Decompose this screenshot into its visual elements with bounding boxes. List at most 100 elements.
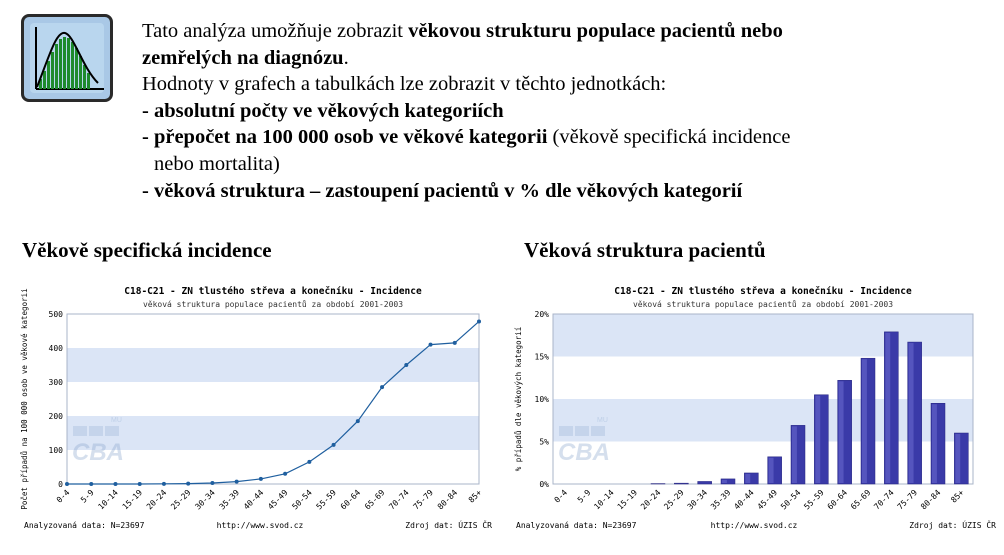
y-tick-label: 500 bbox=[49, 310, 64, 319]
x-tick-label: 75-79 bbox=[896, 488, 920, 512]
watermark-small: MU bbox=[597, 417, 608, 424]
bar-highlight bbox=[908, 343, 914, 483]
x-tick-label: 20-24 bbox=[145, 488, 169, 512]
y-axis-label: Počet případů na 100 000 osob ve věkové … bbox=[20, 288, 29, 509]
y-tick-label: 0 bbox=[58, 480, 63, 489]
x-tick-label: 0-4 bbox=[552, 488, 569, 505]
data-point bbox=[404, 363, 409, 367]
x-tick-label: 10-14 bbox=[96, 488, 120, 512]
grid-band bbox=[67, 416, 479, 450]
footer-source: Zdroj dat: ÚZIS ČR bbox=[405, 519, 492, 530]
y-tick-label: 0% bbox=[539, 480, 549, 489]
x-tick-label: 80-84 bbox=[436, 488, 460, 512]
x-tick-label: 15-19 bbox=[616, 488, 640, 512]
x-tick-label: 85+ bbox=[467, 488, 484, 505]
bar bbox=[674, 482, 689, 485]
bar-highlight bbox=[815, 395, 821, 483]
x-tick-label: 25-29 bbox=[169, 488, 193, 512]
watermark-block bbox=[89, 426, 103, 436]
x-tick-label: 10-14 bbox=[592, 488, 616, 512]
x-tick-label: 40-44 bbox=[242, 488, 266, 512]
x-tick-label: 25-29 bbox=[662, 488, 686, 512]
x-tick-label: 30-34 bbox=[686, 488, 710, 512]
unit-item-per-100k: - přepočet na 100 000 osob ve věkové kat… bbox=[142, 126, 548, 149]
left-section-title: Věkově specifická incidence bbox=[22, 238, 272, 262]
x-tick-label: 45-49 bbox=[756, 488, 780, 512]
incidence-line-chart: C18-C21 - ZN tlustého střeva a konečníku… bbox=[20, 286, 492, 530]
x-tick-label: 60-64 bbox=[826, 488, 850, 512]
watermark-block bbox=[105, 426, 119, 436]
intro-line2-plain: . bbox=[343, 46, 349, 69]
footer-data-count: Analyzovaná data: N=23697 bbox=[24, 521, 145, 530]
footer-url: http://www.svod.cz bbox=[217, 521, 304, 530]
watermark-logo: CBA MU bbox=[558, 417, 610, 466]
intro-line1-plain: Tato analýza umožňuje zobrazit bbox=[142, 20, 409, 42]
x-tick-label: 35-39 bbox=[709, 488, 733, 512]
grid-band bbox=[67, 348, 479, 382]
data-point bbox=[89, 482, 94, 486]
x-tick-label: 55-59 bbox=[315, 488, 339, 512]
y-tick-label: 5% bbox=[539, 438, 549, 447]
data-point bbox=[307, 459, 312, 464]
data-point bbox=[113, 482, 118, 486]
x-tick-label: 70-74 bbox=[872, 488, 896, 512]
data-point bbox=[283, 471, 288, 476]
data-point bbox=[331, 442, 336, 447]
analysis-icon bbox=[21, 14, 113, 102]
intro-line1-bold: věkovou strukturu populace pacientů nebo bbox=[408, 20, 783, 42]
data-point bbox=[137, 482, 142, 486]
unit-item-absolute: - absolutní počty ve věkových kategoriíc… bbox=[142, 99, 504, 122]
grid-band bbox=[553, 314, 973, 357]
x-tick-label: 65-69 bbox=[363, 488, 387, 512]
x-tick-label: 35-39 bbox=[218, 488, 242, 512]
chart-title: C18-C21 - ZN tlustého střeva a konečníku… bbox=[124, 286, 422, 297]
bar bbox=[720, 478, 736, 485]
bar-highlight bbox=[885, 332, 891, 483]
bar-highlight bbox=[862, 359, 867, 483]
bar-highlight bbox=[768, 457, 774, 483]
x-tick-label: 65-69 bbox=[849, 488, 873, 512]
unit-item-per-100k-note: (věkově specifická incidence bbox=[547, 126, 791, 149]
x-tick-label: 60-64 bbox=[339, 488, 363, 512]
bar bbox=[744, 472, 759, 485]
series-line bbox=[67, 321, 480, 485]
y-axis-label: % případů dle věkových kategorií bbox=[514, 327, 523, 472]
x-tick-label: 0-4 bbox=[55, 488, 72, 505]
x-tick-label: 85+ bbox=[949, 488, 966, 505]
bar-highlight bbox=[722, 479, 727, 483]
y-tick-label: 400 bbox=[49, 344, 64, 353]
watermark-block bbox=[559, 426, 573, 436]
data-point bbox=[355, 419, 360, 424]
bar bbox=[697, 481, 712, 485]
distribution-chart-icon bbox=[30, 23, 104, 93]
x-tick-label: 30-34 bbox=[193, 488, 217, 512]
bar-highlight bbox=[838, 381, 844, 483]
watermark-small: MU bbox=[111, 417, 122, 424]
footer-data-count: Analyzovaná data: N=23697 bbox=[516, 521, 637, 530]
data-point bbox=[380, 385, 385, 390]
chart-subtitle: věková struktura populace pacientů za ob… bbox=[143, 299, 403, 309]
plot-border bbox=[552, 313, 974, 485]
data-point bbox=[477, 319, 481, 324]
plot-border bbox=[66, 313, 480, 485]
plot-area bbox=[66, 313, 480, 485]
data-point bbox=[186, 481, 191, 486]
bar-highlight bbox=[745, 473, 751, 483]
watermark-logo: CBA MU bbox=[72, 417, 124, 466]
x-tick-label: 55-59 bbox=[802, 488, 826, 512]
intro-line2-bold: zemřelých na diagnózu bbox=[142, 46, 344, 69]
data-point bbox=[210, 480, 215, 485]
watermark-text: CBA bbox=[72, 439, 124, 466]
data-point bbox=[428, 342, 433, 347]
data-point bbox=[65, 482, 69, 486]
data-point bbox=[234, 479, 239, 484]
watermark-block bbox=[575, 426, 589, 436]
intro-text: Tato analýza umožňuje zobrazit věkovou s… bbox=[142, 18, 992, 204]
x-tick-label: 5-9 bbox=[576, 488, 593, 505]
y-tick-label: 15% bbox=[535, 353, 550, 362]
bar-highlight bbox=[792, 426, 797, 483]
grid-band bbox=[553, 399, 973, 442]
bar-highlight bbox=[955, 434, 961, 483]
unit-item-structure: - věková struktura – zastoupení pacientů… bbox=[142, 179, 743, 202]
footer-url: http://www.svod.cz bbox=[711, 521, 798, 530]
